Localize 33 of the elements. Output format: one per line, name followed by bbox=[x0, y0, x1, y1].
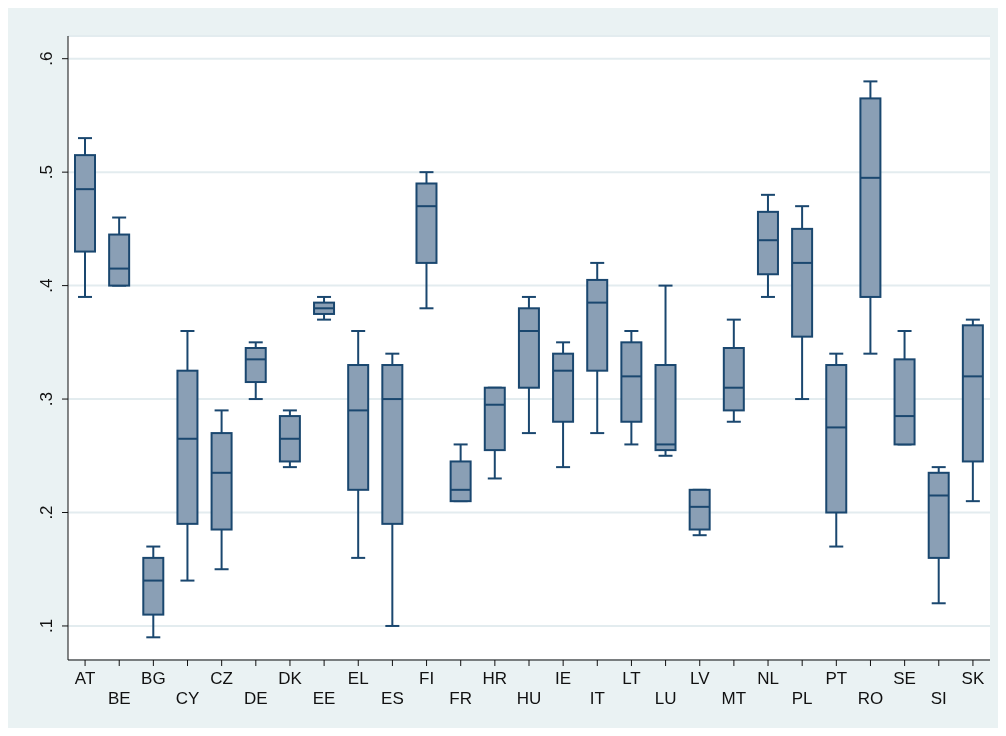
x-tick-label: ES bbox=[381, 689, 404, 708]
y-tick-label: .4 bbox=[37, 278, 56, 293]
x-tick-label: BG bbox=[141, 669, 166, 688]
x-tick-label: PL bbox=[791, 689, 813, 708]
x-tick-label: LU bbox=[654, 689, 677, 708]
x-tick-label: LT bbox=[622, 669, 641, 688]
x-tick-label: LV bbox=[689, 669, 711, 688]
x-tick-label: NL bbox=[757, 669, 779, 688]
y-tick-label: .6 bbox=[37, 51, 56, 66]
y-tick-label: .5 bbox=[37, 165, 56, 180]
x-tick-label: DE bbox=[244, 689, 268, 708]
x-tick-label: BE bbox=[107, 689, 131, 708]
x-tick-label: AT bbox=[74, 669, 96, 688]
x-tick-label: CZ bbox=[210, 669, 233, 688]
x-tick-label: MT bbox=[721, 689, 747, 708]
y-tick-label: .1 bbox=[37, 618, 56, 634]
x-tick-label: EL bbox=[347, 669, 369, 688]
x-tick-label: SI bbox=[930, 689, 947, 708]
x-tick-label: SE bbox=[893, 669, 916, 688]
x-tick-label: EE bbox=[312, 689, 336, 708]
x-tick-label: PT bbox=[825, 669, 848, 688]
x-tick-label: CY bbox=[175, 689, 200, 708]
x-tick-label: HR bbox=[482, 669, 508, 688]
x-tick-label: IE bbox=[555, 669, 572, 688]
x-tick-label: SK bbox=[961, 669, 985, 688]
x-tick-label: IT bbox=[589, 689, 605, 708]
x-tick-label: RO bbox=[857, 689, 884, 708]
x-tick-label: DK bbox=[278, 669, 303, 688]
x-tick-label: HU bbox=[516, 689, 542, 708]
x-tick-label: FR bbox=[449, 689, 473, 708]
y-tick-label: .3 bbox=[37, 391, 56, 407]
x-tick-label: FI bbox=[419, 669, 435, 688]
y-tick-label: .2 bbox=[37, 505, 56, 520]
